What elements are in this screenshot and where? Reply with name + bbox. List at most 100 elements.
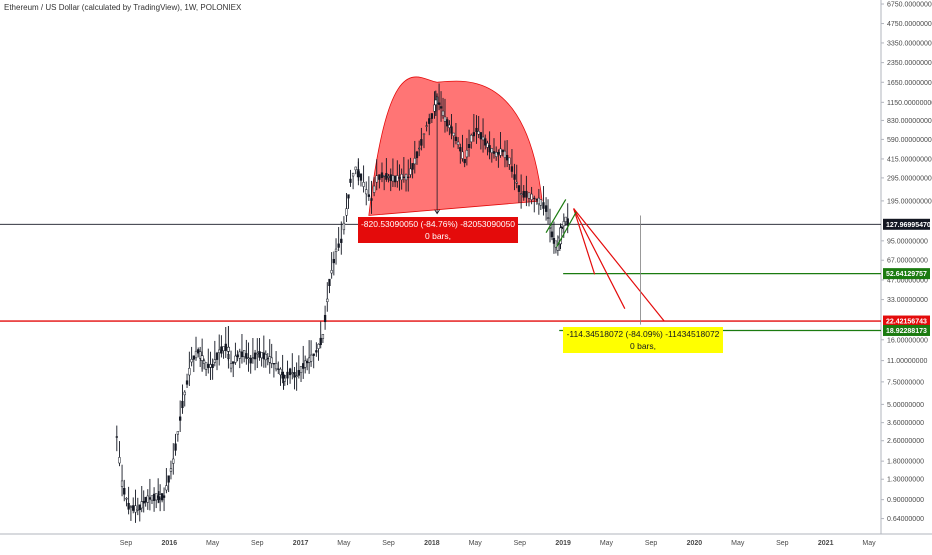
candle-body xyxy=(415,151,419,159)
candle-body xyxy=(356,171,360,178)
candle-body xyxy=(497,151,500,155)
candle-body xyxy=(118,457,121,464)
y-tick-label: 2.60000000 xyxy=(887,438,924,445)
y-tick-label: 195.00000000 xyxy=(887,198,932,205)
measure-box xyxy=(563,327,723,353)
candle-body xyxy=(192,355,195,360)
price-label: 52.64129757 xyxy=(886,271,927,278)
candle-body xyxy=(306,360,309,364)
y-tick-label: 33.00000000 xyxy=(887,297,928,304)
candle-body xyxy=(190,358,193,363)
candle-body xyxy=(312,353,315,356)
candle-body xyxy=(224,343,227,351)
candle-body xyxy=(155,493,158,501)
candle-body xyxy=(477,131,480,135)
candle-body xyxy=(317,343,320,349)
candle-body xyxy=(194,350,198,359)
x-tick-label: Sep xyxy=(514,540,527,547)
price-label-bg xyxy=(883,324,930,336)
candle-body xyxy=(249,357,252,364)
price-label-bg xyxy=(883,218,930,230)
candle-body xyxy=(232,361,235,364)
candle-body xyxy=(226,346,230,352)
candle-body xyxy=(461,151,464,159)
candle-body xyxy=(383,174,386,177)
candle-body xyxy=(262,352,265,360)
candle-body xyxy=(441,110,445,116)
candle-body xyxy=(115,436,118,438)
candle-body xyxy=(282,374,286,379)
candle-body xyxy=(515,181,518,184)
x-tick-label: 2018 xyxy=(424,540,440,547)
measure-text-change: -820.53090050 (-84.76%) -82053090050 xyxy=(361,219,515,229)
candle-body xyxy=(234,355,237,363)
candle-body xyxy=(286,371,289,379)
candle-body xyxy=(321,333,325,339)
candle-body xyxy=(562,221,565,227)
candle-body xyxy=(481,136,485,141)
x-tick-label: May xyxy=(469,540,483,547)
candle-body xyxy=(530,193,533,200)
candle-body xyxy=(181,400,184,409)
candle-body xyxy=(437,102,441,105)
trend-line xyxy=(573,208,626,309)
candle-body xyxy=(144,496,147,503)
candle-body xyxy=(304,360,307,368)
y-tick-label: 1.30000000 xyxy=(887,477,924,484)
candle-body xyxy=(160,493,164,501)
candle-body xyxy=(142,501,145,504)
candle-body xyxy=(167,475,170,483)
y-tick-label: 4750.00000000 xyxy=(887,21,932,28)
y-tick-label: 95.00000000 xyxy=(887,238,928,245)
candle-body xyxy=(533,197,536,200)
candle-body xyxy=(542,202,545,209)
candle-body xyxy=(396,175,399,182)
candle-body xyxy=(209,364,212,368)
candle-body xyxy=(123,487,126,495)
candle-body xyxy=(345,208,348,216)
candle-body xyxy=(176,431,180,435)
price-label-bg xyxy=(883,315,930,327)
candle-body xyxy=(200,355,204,361)
x-tick-label: Sep xyxy=(382,540,395,547)
candle-body xyxy=(425,125,428,127)
candle-body xyxy=(391,175,395,182)
candle-body xyxy=(499,148,502,156)
candle-body xyxy=(188,368,191,376)
candle-body xyxy=(439,106,443,109)
measure-text-change: -114.34518072 (-84.09%) -11434518072 xyxy=(567,329,720,339)
trend-line xyxy=(556,211,577,248)
candle-body xyxy=(347,194,350,199)
x-tick-label: 2019 xyxy=(555,540,571,547)
candle-body xyxy=(550,231,554,238)
candle-body xyxy=(204,362,208,370)
candle-body xyxy=(492,151,496,154)
candle-body xyxy=(202,360,206,364)
candle-body xyxy=(222,346,225,352)
candle-body xyxy=(134,505,137,513)
candle-body xyxy=(251,357,255,359)
price-label: 18.92288173 xyxy=(886,328,927,335)
candle-body xyxy=(264,354,267,361)
candle-body xyxy=(260,352,263,359)
rounding-top-shape xyxy=(368,76,543,216)
candle-body xyxy=(454,136,458,141)
candle-body xyxy=(495,152,498,157)
candle-body xyxy=(291,372,294,374)
candle-body xyxy=(157,496,161,500)
y-tick-label: 830.00000000 xyxy=(887,118,932,125)
price-label: 22.42156743 xyxy=(886,319,927,326)
candle-body xyxy=(178,416,182,421)
candle-body xyxy=(245,353,248,359)
candle-body xyxy=(372,185,376,193)
x-tick-label: May xyxy=(862,540,876,547)
candle-body xyxy=(420,139,423,146)
x-tick-label: May xyxy=(600,540,614,547)
candle-body xyxy=(450,126,453,134)
candle-body xyxy=(323,314,327,323)
candle-body xyxy=(162,495,166,498)
candle-body xyxy=(418,147,421,150)
candle-body xyxy=(127,502,130,510)
